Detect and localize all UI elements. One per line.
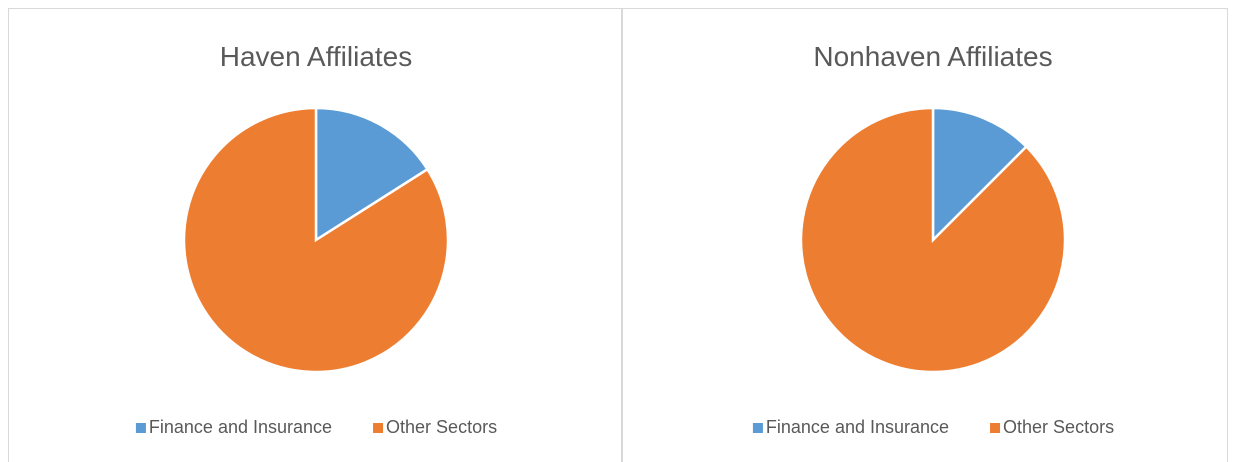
chart-title: Haven Affiliates — [220, 41, 413, 72]
pie-slice — [314, 106, 430, 243]
legend-swatch — [373, 423, 384, 433]
legend-swatch — [752, 423, 763, 433]
legend-label: Other Sectors — [386, 417, 497, 437]
pie-slice — [799, 106, 1067, 374]
legend-label: Finance and Insurance — [766, 417, 949, 437]
legend-swatch — [990, 423, 1001, 433]
pie-slice — [182, 106, 450, 374]
legend-swatch — [135, 423, 146, 433]
legend-label: Other Sectors — [1003, 417, 1114, 437]
chart-title: Nonhaven Affiliates — [813, 41, 1052, 72]
pie-slice — [931, 106, 1029, 244]
legend-label: Finance and Insurance — [149, 417, 332, 437]
